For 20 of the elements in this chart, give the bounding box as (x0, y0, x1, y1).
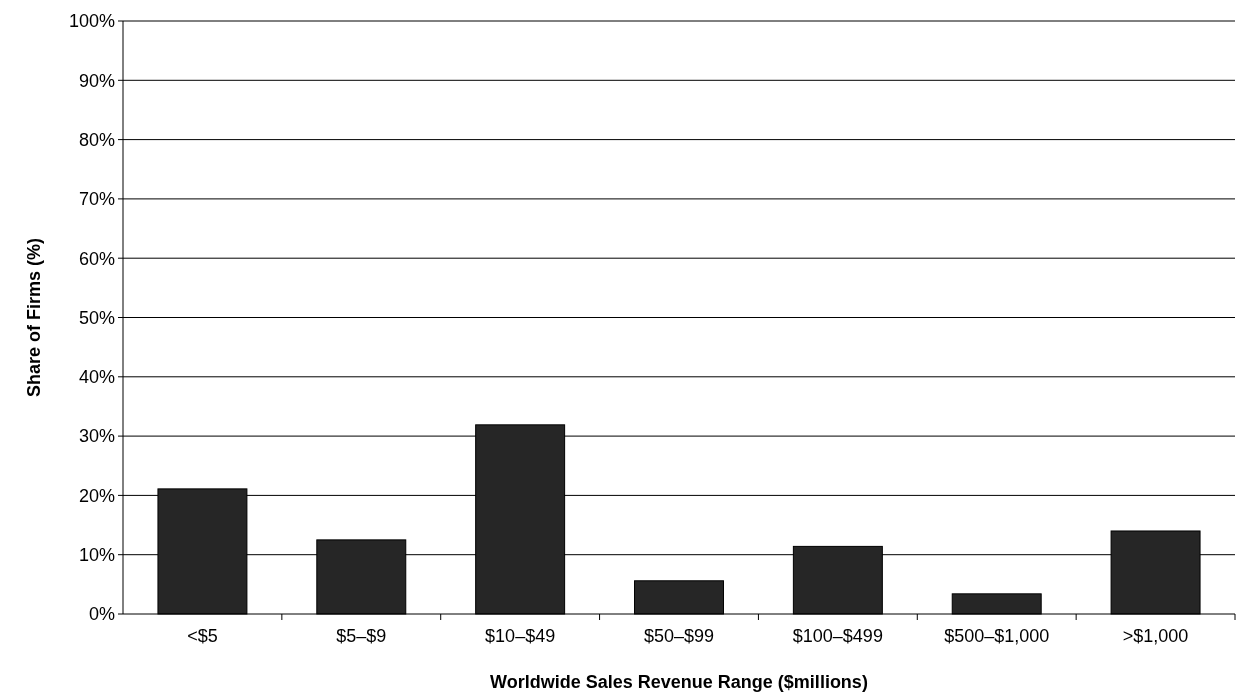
y-tick-label: 0% (88, 604, 115, 625)
y-axis-title: Share of Firms (%) (24, 237, 44, 398)
x-tick-label: $100–$499 (792, 626, 883, 646)
x-tick-label: >$1,000 (1122, 626, 1189, 646)
y-tick-label: 50% (78, 307, 115, 328)
y-tick-label: 20% (78, 485, 115, 506)
y-tick-label: 60% (78, 248, 115, 269)
x-axis-title: Worldwide Sales Revenue Range ($millions) (490, 672, 868, 692)
y-tick-label: 10% (78, 545, 115, 565)
x-tick-label: $10–$49 (485, 626, 556, 646)
x-tick-label: $500–$1,000 (944, 626, 1050, 646)
x-tick-label: <$5 (187, 626, 218, 646)
y-tick-label: 80% (78, 129, 115, 150)
x-tick-label: $50–$99 (643, 626, 715, 646)
y-tick-label: 90% (78, 70, 115, 91)
y-tick-label: 70% (78, 189, 115, 210)
y-tick-label: 30% (78, 426, 115, 447)
x-tick-label: $5–$9 (336, 626, 387, 646)
y-tick-label: 40% (78, 367, 115, 388)
y-tick-label: 100% (68, 11, 115, 32)
